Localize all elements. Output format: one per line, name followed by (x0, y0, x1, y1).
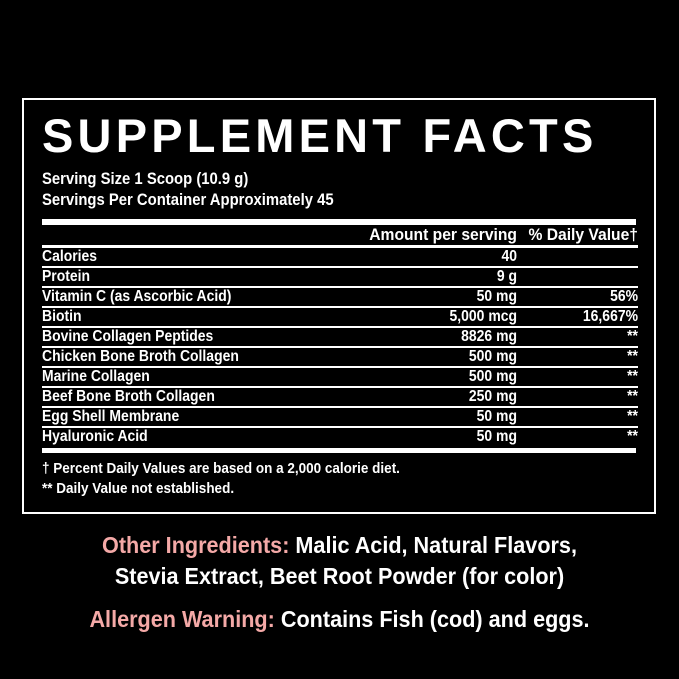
footnote-daily-value-basis: † Percent Daily Values are based on a 2,… (42, 459, 400, 477)
serving-size: Serving Size 1 Scoop (10.9 g) (42, 169, 249, 188)
nutrient-name: Biotin (42, 307, 82, 325)
rule-thick-footnotes (42, 447, 636, 453)
nutrient-daily-value: ** (627, 347, 638, 365)
nutrient-daily-value: 16,667% (582, 307, 638, 325)
nutrient-name: Chicken Bone Broth Collagen (42, 347, 239, 365)
row-separator (42, 325, 638, 328)
table-row: Biotin 5,000 mcg 16,667% (42, 308, 638, 326)
row-separator (42, 285, 638, 288)
nutrient-amount: 250 mg (468, 387, 517, 405)
supplement-facts-panel: SUPPLEMENT FACTS Serving Size 1 Scoop (1… (22, 98, 656, 514)
serving-info: Serving Size 1 Scoop (10.9 g) Servings P… (42, 169, 636, 212)
nutrient-amount: 5,000 mcg (449, 307, 517, 325)
nutrient-name: Beef Bone Broth Collagen (42, 387, 215, 405)
nutrient-amount: 9 g (496, 267, 517, 285)
nutrient-name: Marine Collagen (42, 367, 150, 385)
nutrient-amount: 50 mg (476, 407, 517, 425)
footnote-dv-not-established: ** Daily Value not established. (42, 479, 235, 497)
nutrient-amount: 50 mg (476, 287, 517, 305)
other-ingredients: Other Ingredients: Malic Acid, Natural F… (20, 530, 658, 591)
nutrient-name: Egg Shell Membrane (42, 407, 180, 425)
column-header-daily-value: % Daily Value† (528, 224, 638, 244)
nutrient-daily-value: ** (627, 367, 638, 385)
other-ingredients-text: Malic Acid, Natural Flavors, Stevia Extr… (114, 532, 577, 589)
nutrient-amount: 500 mg (468, 347, 517, 365)
servings-per-container: Servings Per Container Approximately 45 (42, 191, 334, 210)
table-row: Vitamin C (as Ascorbic Acid) 50 mg 56% (42, 288, 638, 306)
page-title: SUPPLEMENT FACTS (42, 109, 598, 162)
row-separator (42, 345, 638, 348)
row-separator (42, 244, 638, 248)
table-row: Chicken Bone Broth Collagen 500 mg ** (42, 348, 638, 366)
footnotes: † Percent Daily Values are based on a 2,… (42, 459, 636, 499)
nutrient-amount: 40 (501, 247, 517, 265)
row-separator (42, 305, 638, 308)
column-header-name (53, 225, 315, 245)
nutrient-daily-value: ** (627, 387, 638, 405)
nutrition-table: Amount per serving % Daily Value† Calori… (42, 225, 638, 446)
allergen-warning-text: Contains Fish (cod) and eggs. (274, 606, 590, 633)
other-ingredients-label: Other Ingredients: (102, 532, 290, 558)
table-row: Marine Collagen 500 mg ** (42, 368, 638, 386)
nutrient-name: Protein (42, 267, 91, 285)
nutrient-name: Vitamin C (as Ascorbic Acid) (42, 287, 232, 305)
table-row: Bovine Collagen Peptides 8826 mg ** (42, 328, 638, 346)
table-row: Beef Bone Broth Collagen 250 mg ** (42, 388, 638, 406)
rule-thick-top (42, 218, 636, 225)
row-separator (42, 365, 638, 368)
row-separator (42, 385, 638, 388)
nutrient-amount: 500 mg (468, 367, 517, 385)
table-row: Hyaluronic Acid 50 mg ** (42, 428, 638, 446)
nutrient-name: Hyaluronic Acid (42, 427, 148, 445)
column-header-amount: Amount per serving (369, 224, 517, 244)
table-header-row: Amount per serving % Daily Value† (42, 225, 638, 245)
row-separator (42, 405, 638, 408)
nutrient-daily-value: ** (627, 327, 638, 345)
row-separator (42, 425, 638, 428)
nutrient-daily-value: 56% (610, 287, 638, 305)
nutrient-name: Bovine Collagen Peptides (42, 327, 214, 345)
nutrient-amount: 8826 mg (461, 327, 517, 345)
nutrient-daily-value: ** (627, 407, 638, 425)
nutrient-daily-value (529, 248, 638, 266)
table-row: Calories 40 (42, 248, 638, 266)
ingredient-section: Other Ingredients: Malic Acid, Natural F… (0, 530, 679, 635)
nutrient-name: Calories (42, 247, 98, 265)
nutrient-amount: 50 mg (476, 427, 517, 445)
nutrient-daily-value (529, 268, 638, 286)
nutrient-daily-value: ** (627, 427, 638, 445)
allergen-warning-label: Allergen Warning: (89, 606, 275, 633)
table-row: Egg Shell Membrane 50 mg ** (42, 408, 638, 426)
row-separator (42, 265, 638, 268)
table-row: Protein 9 g (42, 268, 638, 286)
allergen-warning: Allergen Warning: Contains Fish (cod) an… (20, 604, 658, 635)
